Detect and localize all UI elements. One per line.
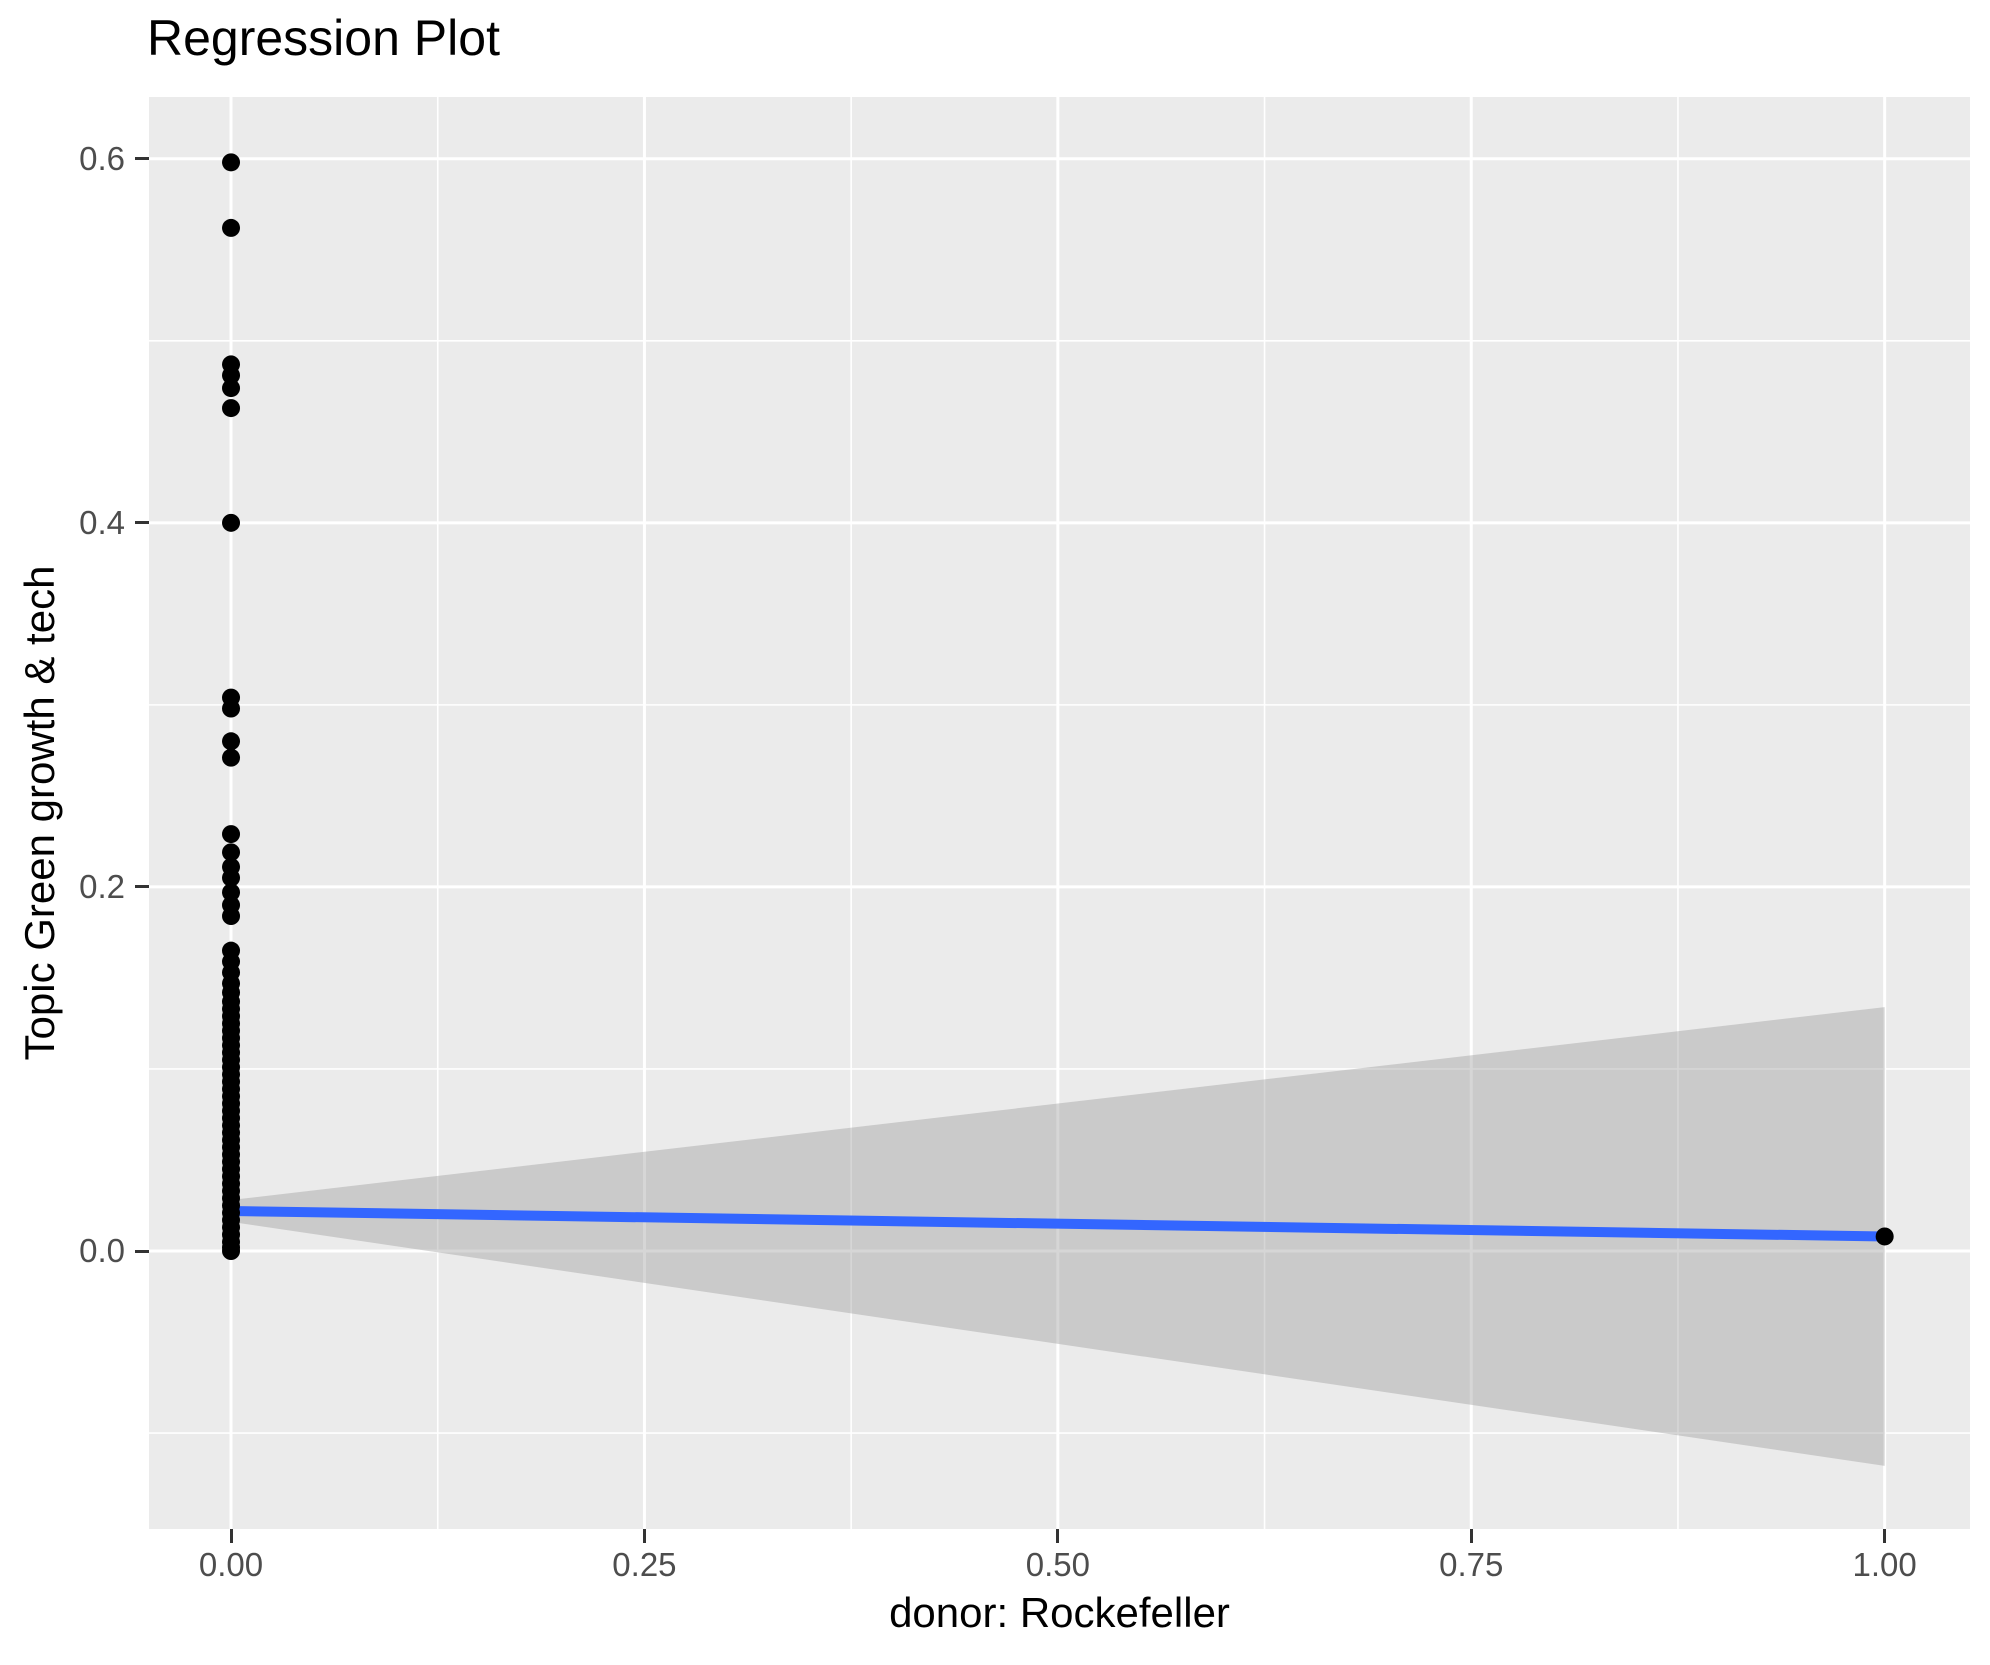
- y-tick-mark: [135, 885, 149, 889]
- x-tick-mark: [1056, 1529, 1060, 1543]
- regression-line: [230, 1205, 1885, 1242]
- scatter-point: [222, 843, 241, 862]
- y-tick-mark: [135, 157, 149, 161]
- x-tick-label: 0.25: [612, 1546, 677, 1583]
- x-tick-mark: [229, 1529, 233, 1543]
- scatter-point: [222, 868, 241, 887]
- x-tick-mark: [642, 1529, 646, 1543]
- scatter-point: [222, 399, 241, 418]
- x-tick-label: 0.75: [1439, 1546, 1504, 1583]
- y-tick-label: 0.4: [79, 503, 125, 541]
- scatter-point: [222, 153, 241, 172]
- scatter-point: [222, 513, 241, 532]
- plot-title: Regression Plot: [147, 10, 500, 66]
- scatter-point: [222, 366, 241, 385]
- scatter-point: [222, 379, 241, 398]
- y-tick-label: 0.6: [79, 139, 125, 177]
- y-tick-mark: [135, 521, 149, 525]
- scatter-point: [1875, 1227, 1894, 1246]
- plot-canvas: [149, 97, 1970, 1529]
- scatter-point: [222, 907, 241, 926]
- scatter-point: [222, 825, 241, 844]
- x-tick-label: 0.00: [198, 1546, 264, 1583]
- x-tick-label: 1.00: [1852, 1546, 1917, 1583]
- x-tick-mark: [1469, 1529, 1473, 1543]
- scatter-point: [222, 883, 241, 902]
- scatter-point: [222, 1242, 241, 1261]
- y-tick-label: 0.0: [79, 1232, 125, 1269]
- scatter-point: [222, 218, 241, 237]
- confidence-band: [231, 1007, 1885, 1466]
- scatter-point: [222, 732, 241, 751]
- x-tick-label: 0.50: [1025, 1546, 1090, 1583]
- y-axis-title: Topic Green growth & tech: [16, 565, 63, 1061]
- scatter-point: [222, 699, 241, 718]
- plot-panel: [149, 97, 1970, 1529]
- x-tick-mark: [1883, 1529, 1887, 1543]
- x-axis-title: donor: Rockefeller: [889, 1589, 1230, 1636]
- scatter-point: [222, 748, 241, 767]
- y-tick-mark: [135, 1249, 149, 1253]
- y-tick-label: 0.2: [79, 867, 125, 905]
